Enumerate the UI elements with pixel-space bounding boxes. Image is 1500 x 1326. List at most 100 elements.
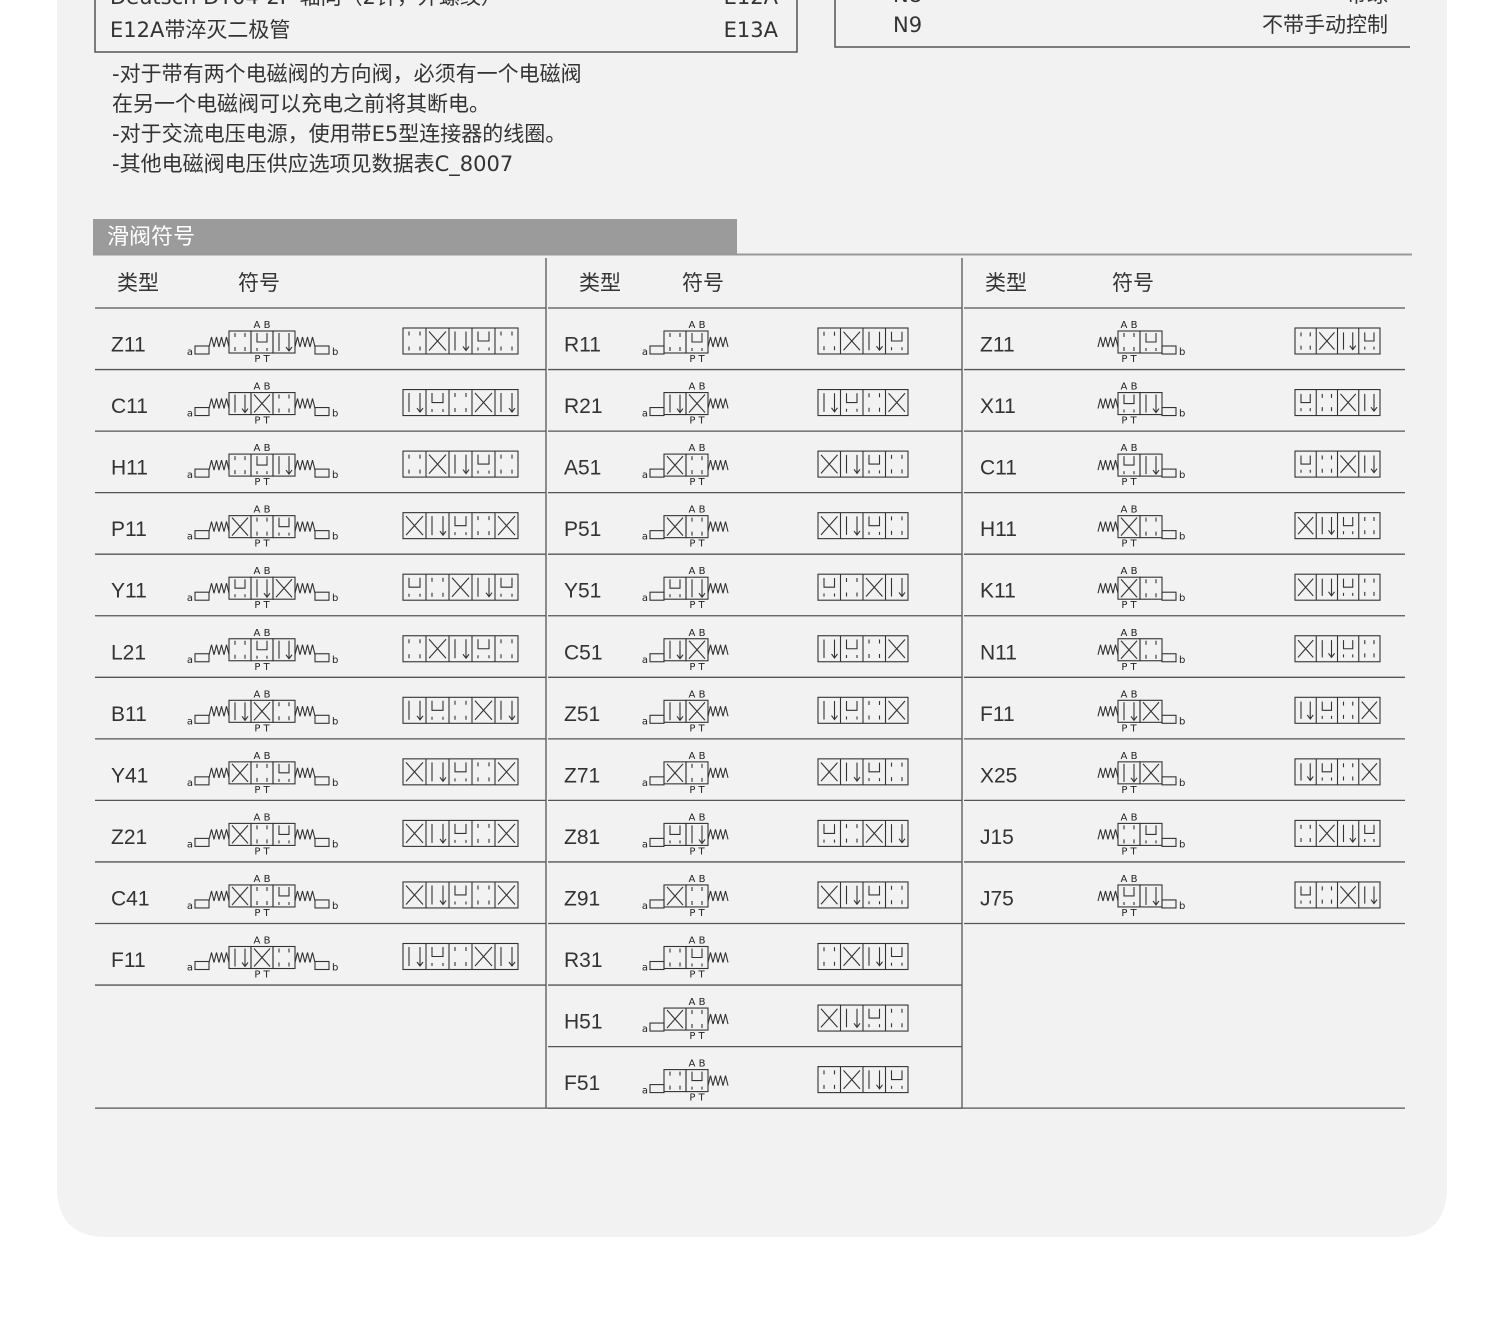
spool-path	[843, 946, 861, 967]
spool-path	[408, 700, 424, 721]
type-code: B11	[111, 703, 147, 726]
note: 在另一个电磁阀可以充电之前将其断电。	[112, 92, 490, 116]
spool-path	[1364, 517, 1375, 535]
column-header: 符号	[1112, 271, 1154, 295]
spool-path	[1321, 578, 1335, 597]
spool-path	[431, 516, 447, 537]
valve-square	[272, 822, 296, 846]
box-code: E13A	[724, 18, 779, 42]
spool-path	[431, 700, 444, 720]
spool-path	[500, 947, 516, 967]
port-label: A B	[1121, 751, 1138, 762]
box-code: E12A	[724, 0, 779, 9]
port-label: a	[642, 1024, 648, 1035]
port-label: b	[332, 655, 338, 666]
valve-path	[256, 333, 268, 351]
spring	[1097, 829, 1119, 840]
valve-symbol: a A B P T b	[187, 874, 519, 919]
valve-symbol: a A B P T	[642, 936, 909, 981]
type-code: P51	[564, 518, 601, 541]
port-label: a	[642, 593, 648, 604]
spool-path	[431, 947, 444, 966]
valve-path	[278, 825, 290, 844]
spool-path	[1364, 578, 1375, 596]
spool-path	[454, 700, 467, 720]
valve-path	[669, 825, 681, 844]
valve-path	[1145, 640, 1157, 659]
spool-path	[890, 885, 903, 905]
spool-path	[1300, 455, 1311, 473]
valve-square	[685, 638, 709, 662]
spring	[294, 336, 316, 348]
spring	[707, 890, 729, 902]
port-label: a	[187, 963, 193, 974]
port-label: a	[187, 593, 193, 604]
valve-path	[1120, 640, 1138, 660]
valve-path	[666, 886, 684, 906]
port-label: a	[642, 532, 648, 543]
valve-square	[1139, 638, 1163, 662]
spool-path	[1300, 332, 1311, 350]
type-code: N11	[980, 641, 1017, 664]
valve-path	[688, 394, 706, 413]
type-code: P11	[111, 518, 147, 541]
spool-path	[405, 823, 424, 844]
spool-path	[888, 639, 906, 659]
solenoid	[314, 899, 330, 909]
port-label: a	[642, 347, 648, 358]
spring	[294, 398, 316, 409]
valve-path	[1145, 456, 1160, 476]
spool-path	[1318, 332, 1335, 350]
solenoid	[314, 837, 330, 847]
valve-symbol: a A B P T	[642, 812, 909, 857]
note: -对于交流电压电源，使用带E5型连接器的线圈。	[112, 122, 566, 146]
port-label: b	[332, 901, 338, 912]
valve-square	[685, 453, 709, 477]
port-label: b	[1179, 839, 1185, 850]
spool-path	[1297, 639, 1314, 658]
spool-path	[1321, 886, 1333, 904]
valve-symbol: a A B P T b	[187, 505, 519, 550]
spool-path	[868, 393, 881, 412]
type-code: C41	[111, 887, 150, 910]
spool-path	[845, 885, 861, 906]
valve-symbol: a A B P T b	[187, 751, 519, 796]
port-label: A B	[689, 689, 706, 700]
spring	[294, 890, 316, 902]
spring	[1097, 459, 1119, 471]
spool-path	[1361, 762, 1378, 781]
port-label: P T	[689, 600, 705, 611]
valve-path	[253, 948, 271, 967]
type-code: X11	[980, 395, 1016, 418]
spool-icon	[402, 819, 519, 847]
spool-path	[868, 1008, 881, 1028]
solenoid	[194, 591, 210, 601]
port-label: b	[1179, 532, 1185, 543]
valve-symbol: a A B P T	[642, 997, 909, 1042]
type-code: Z11	[980, 334, 1015, 357]
solenoid	[314, 406, 330, 417]
spool-path	[843, 1069, 861, 1090]
port-label: P T	[1121, 600, 1137, 611]
spool-path	[888, 392, 906, 413]
valve-path	[1145, 333, 1157, 351]
spool-path	[454, 331, 470, 352]
box-text: Deutsch DT04-2P-轴向（2针，外螺纹）	[110, 0, 502, 9]
valve-path	[666, 455, 684, 475]
solenoid	[314, 591, 330, 601]
column-header: 类型	[579, 271, 621, 295]
valve-square	[272, 330, 296, 354]
spool-icon	[402, 512, 519, 540]
port-label: a	[642, 778, 648, 789]
valve-symbol: a A B P T b	[187, 812, 519, 857]
valve-path	[278, 702, 290, 721]
port-label: a	[187, 470, 193, 481]
valve-path	[669, 1071, 681, 1090]
spool-path	[845, 577, 858, 597]
port-label: b	[1179, 593, 1185, 604]
solenoid	[314, 530, 330, 540]
spool-path	[408, 947, 424, 967]
port-label: A B	[1121, 874, 1138, 885]
port-label: P T	[1121, 416, 1137, 427]
solenoid	[1161, 345, 1177, 355]
